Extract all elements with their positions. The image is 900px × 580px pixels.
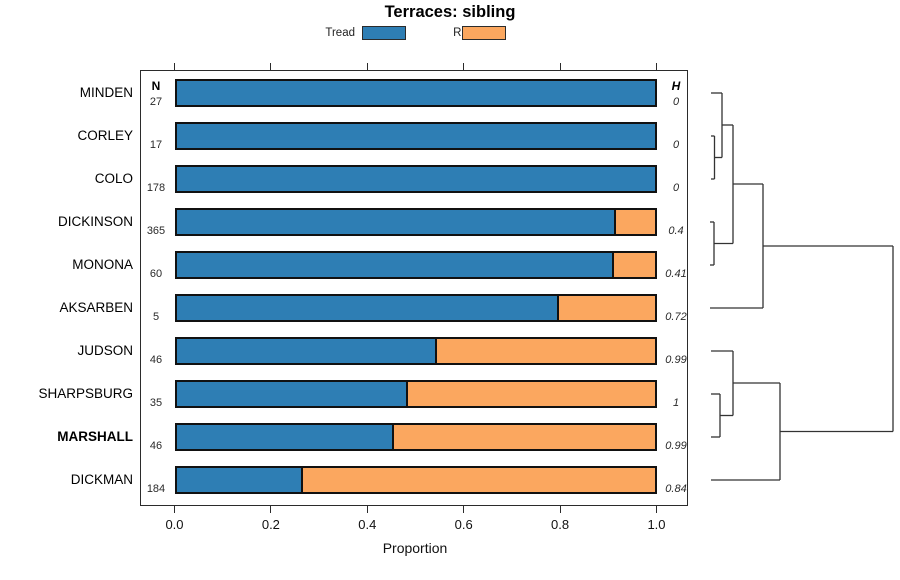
n-value: 46 <box>149 354 163 366</box>
chart-title: Terraces: sibling <box>384 3 516 21</box>
n-value: 5 <box>152 311 160 323</box>
x-axis-title: Proportion <box>382 540 448 556</box>
tread-segment <box>176 339 437 363</box>
bar-marshall <box>174 423 657 451</box>
n-value: 17 <box>149 139 163 151</box>
n-value: 178 <box>146 182 166 194</box>
row-label-aksarben: AKSARBEN <box>59 300 133 315</box>
tread-segment <box>176 253 614 277</box>
tread-segment <box>176 210 617 234</box>
x-axis-tick-label: 0.4 <box>358 517 377 532</box>
h-value: 0.99 <box>665 354 687 366</box>
riser-segment <box>613 253 655 277</box>
bar-judson <box>174 337 657 365</box>
riser-segment <box>393 425 655 449</box>
x-axis-tick-label: 0.8 <box>551 517 570 532</box>
tread-segment <box>176 296 559 320</box>
n-value: 27 <box>149 96 163 108</box>
h-value: 0.99 <box>665 440 687 452</box>
n-value: 60 <box>149 268 163 280</box>
riser-segment <box>408 382 655 406</box>
n-value: 365 <box>146 225 166 237</box>
x-axis-tick-top <box>270 63 272 70</box>
x-axis-tick-label: 0.6 <box>454 517 473 532</box>
tread-segment <box>176 382 409 406</box>
x-axis-tick-bottom <box>559 506 561 513</box>
x-axis-tick-bottom <box>174 506 175 513</box>
row-label-minden: MINDEN <box>79 85 133 100</box>
n-value: 35 <box>149 397 163 409</box>
x-axis-tick-top <box>366 63 368 70</box>
bar-sharpsburg <box>174 380 657 408</box>
x-axis-tick-bottom <box>656 506 657 513</box>
row-label-dickinson: DICKINSON <box>57 214 133 229</box>
h-value: 0.41 <box>665 268 687 280</box>
h-value: 0 <box>672 182 680 194</box>
plot-area-border <box>140 70 688 506</box>
x-axis-tick-top <box>174 63 175 70</box>
x-axis-tick-top <box>463 63 465 70</box>
tread-segment <box>176 124 655 148</box>
riser-segment <box>437 339 655 363</box>
x-axis-tick-bottom <box>366 506 368 513</box>
riser-segment <box>558 296 655 320</box>
x-axis-tick-bottom <box>270 506 272 513</box>
bar-corley <box>174 122 657 150</box>
bar-minden <box>174 79 657 107</box>
bar-monona <box>174 251 657 279</box>
bar-dickinson <box>174 208 657 236</box>
h-value: 0.84 <box>665 483 687 495</box>
n-value: 46 <box>149 440 163 452</box>
tread-segment <box>176 468 304 492</box>
riser-segment <box>616 210 655 234</box>
legend-swatch-tread <box>361 26 406 40</box>
x-axis-tick-bottom <box>463 506 465 513</box>
tread-segment <box>176 425 394 449</box>
n-value: 184 <box>146 483 166 495</box>
h-value: 0.4 <box>668 225 684 237</box>
x-axis-tick-top <box>656 63 657 70</box>
h-column-header: H <box>671 78 681 93</box>
row-label-marshall: MARSHALL <box>57 429 133 444</box>
bar-dickman <box>174 466 657 494</box>
row-label-dickman: DICKMAN <box>70 472 133 487</box>
x-axis-tick-label: 1.0 <box>647 517 666 532</box>
h-value: 0 <box>672 96 680 108</box>
bar-aksarben <box>174 294 657 322</box>
row-label-corley: CORLEY <box>77 128 133 143</box>
h-value: 0 <box>672 139 680 151</box>
bar-colo <box>174 165 657 193</box>
h-value: 1 <box>672 397 680 409</box>
legend-swatch-riser <box>461 26 506 40</box>
tread-segment <box>176 81 655 105</box>
n-column-header: N <box>151 78 161 93</box>
h-value: 0.72 <box>665 311 687 323</box>
row-label-sharpsburg: SHARPSBURG <box>38 386 133 401</box>
row-label-colo: COLO <box>94 171 133 186</box>
tread-segment <box>176 167 655 191</box>
row-label-judson: JUDSON <box>77 343 133 358</box>
x-axis-tick-label: 0.0 <box>165 517 184 532</box>
legend-label-tread: Tread <box>325 27 355 39</box>
riser-segment <box>303 468 655 492</box>
x-axis-tick-label: 0.2 <box>261 517 280 532</box>
row-label-monona: MONONA <box>72 257 133 272</box>
x-axis-tick-top <box>559 63 561 70</box>
